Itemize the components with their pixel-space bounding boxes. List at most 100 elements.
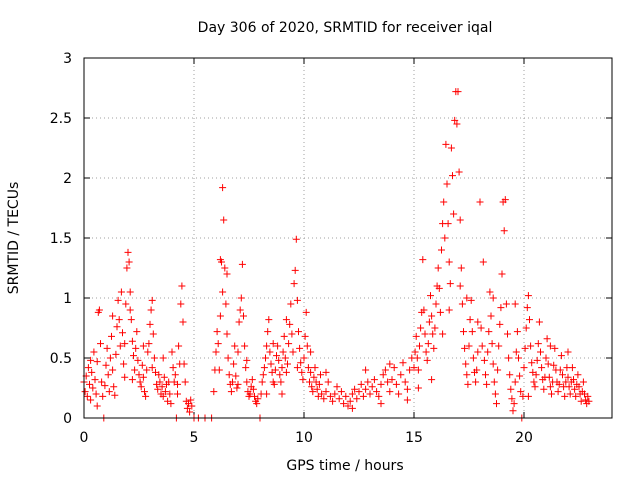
- data-point: [237, 294, 245, 302]
- data-point: [175, 342, 183, 350]
- data-point: [89, 384, 97, 392]
- data-point: [401, 378, 409, 386]
- data-point: [435, 284, 443, 292]
- data-point: [456, 282, 464, 290]
- data-point: [461, 344, 469, 352]
- data-point: [214, 340, 222, 348]
- data-point: [142, 392, 150, 400]
- data-point: [571, 385, 579, 393]
- data-point: [299, 376, 307, 384]
- data-point: [423, 356, 431, 364]
- data-point: [212, 348, 220, 356]
- data-point: [484, 348, 492, 356]
- y-tick-label: 0.5: [50, 351, 72, 367]
- data-point: [557, 352, 565, 360]
- data-point: [585, 397, 593, 405]
- data-point: [451, 116, 459, 124]
- data-point: [483, 380, 491, 388]
- data-point: [526, 316, 533, 324]
- data-point: [428, 376, 436, 384]
- data-point: [460, 328, 467, 336]
- data-point: [304, 364, 312, 372]
- data-point: [300, 354, 308, 362]
- data-point: [263, 390, 271, 398]
- data-point: [126, 288, 134, 296]
- data-point: [166, 390, 174, 398]
- data-point: [322, 368, 330, 376]
- data-point: [489, 294, 497, 302]
- data-point: [287, 300, 295, 308]
- data-point: [464, 380, 472, 388]
- data-point: [95, 306, 103, 314]
- data-point: [231, 342, 239, 350]
- data-point: [485, 328, 493, 336]
- data-point: [136, 378, 144, 386]
- data-point: [570, 376, 577, 384]
- data-point: [93, 402, 101, 410]
- data-point: [412, 332, 420, 340]
- data-point: [370, 376, 378, 384]
- data-point: [156, 378, 164, 386]
- data-point: [522, 324, 530, 332]
- data-point: [271, 366, 279, 374]
- data-point: [293, 296, 301, 304]
- data-point: [523, 304, 531, 312]
- data-point: [144, 348, 152, 356]
- data-point: [219, 184, 227, 192]
- data-point: [132, 344, 140, 352]
- data-point: [373, 388, 381, 396]
- data-point: [530, 378, 538, 386]
- data-point: [468, 328, 476, 336]
- data-point: [527, 342, 535, 350]
- data-point: [551, 344, 559, 352]
- data-point: [392, 380, 400, 388]
- points-layer: [80, 88, 593, 422]
- y-tick-label: 0: [63, 411, 72, 427]
- data-point: [229, 378, 236, 386]
- data-point: [500, 227, 508, 235]
- data-point: [310, 373, 318, 381]
- data-point: [524, 392, 532, 400]
- data-point: [276, 371, 284, 379]
- data-point: [102, 361, 110, 369]
- data-point: [375, 392, 383, 400]
- data-point: [510, 400, 518, 408]
- data-point: [243, 378, 251, 386]
- data-point: [223, 270, 231, 278]
- data-point: [430, 344, 438, 352]
- data-point: [91, 376, 99, 384]
- x-tick-label: 15: [405, 430, 423, 446]
- data-point: [498, 270, 506, 278]
- data-point: [87, 356, 95, 364]
- data-point: [148, 296, 156, 304]
- data-point: [178, 282, 186, 290]
- data-point: [427, 292, 434, 300]
- data-point: [340, 400, 348, 408]
- data-point: [174, 390, 181, 398]
- data-point: [139, 342, 147, 350]
- data-point: [476, 198, 484, 206]
- data-point: [296, 344, 304, 352]
- x-tick-label: 10: [295, 430, 313, 446]
- data-point: [159, 392, 167, 400]
- data-point: [101, 382, 109, 390]
- data-point: [159, 354, 167, 362]
- data-point: [479, 258, 487, 266]
- data-point: [550, 361, 558, 369]
- data-point: [278, 390, 286, 398]
- data-point: [90, 348, 98, 356]
- data-point: [254, 395, 262, 403]
- data-point: [403, 396, 411, 404]
- data-point: [93, 358, 101, 366]
- data-point: [443, 180, 451, 188]
- data-point: [564, 373, 572, 381]
- data-point: [579, 378, 587, 386]
- data-point: [278, 364, 286, 372]
- data-point: [432, 300, 440, 308]
- data-point: [491, 390, 499, 398]
- data-point: [546, 342, 554, 350]
- data-point: [501, 196, 509, 204]
- data-point: [258, 378, 266, 386]
- y-tick-label: 3: [63, 51, 72, 67]
